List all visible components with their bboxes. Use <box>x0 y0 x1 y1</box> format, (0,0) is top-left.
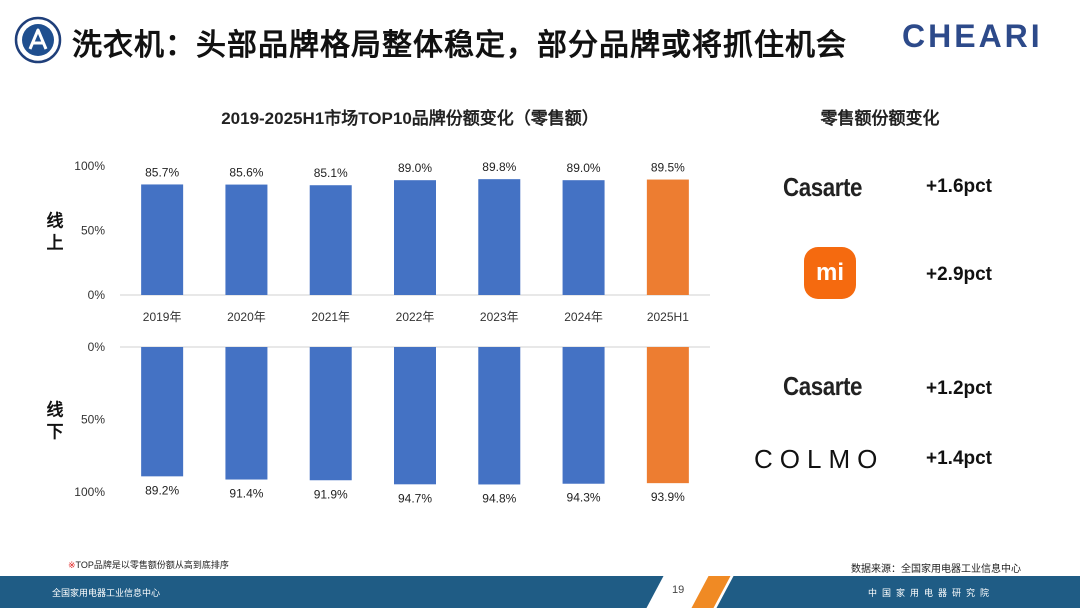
casarte-wordmark: Casarte <box>783 172 863 202</box>
x-tick-label: 2019年 <box>143 310 182 324</box>
y-tick-label: 0% <box>88 340 106 354</box>
panel-label: 上 <box>47 234 64 253</box>
y-tick-label: 50% <box>81 413 105 427</box>
online-xiaomi-change: +2.9pct <box>926 264 993 285</box>
data-label: 91.4% <box>229 487 263 501</box>
bar <box>225 347 268 480</box>
bar <box>646 179 689 295</box>
data-label: 91.9% <box>314 487 348 501</box>
footer-left-text: 全国家用电器工业信息中心 <box>52 589 161 599</box>
bar <box>309 185 352 295</box>
y-tick-label: 100% <box>74 485 105 499</box>
comparison-title: 零售额份额变化 <box>820 109 940 128</box>
bar <box>394 347 436 485</box>
data-label: 89.2% <box>145 483 179 497</box>
data-label: 85.1% <box>314 166 348 180</box>
bar <box>141 184 184 295</box>
colmo-wordmark: COLMO <box>754 444 885 474</box>
bar <box>478 179 521 295</box>
y-tick-label: 100% <box>74 159 105 173</box>
footnote: ※TOP品牌是以零售额份额从高到底排序 <box>68 558 229 571</box>
data-label: 94.7% <box>398 491 432 505</box>
data-label: 89.0% <box>398 161 432 175</box>
offline-casarte-change: +1.2pct <box>926 378 993 399</box>
x-tick-label: 2021年 <box>311 310 350 324</box>
bar <box>394 180 436 295</box>
data-label: 85.7% <box>145 165 179 179</box>
footer-right-text: 中国家用电器研究院 <box>868 589 995 599</box>
xiaomi-logo-icon: mi <box>804 247 856 299</box>
data-label: 89.5% <box>651 161 685 175</box>
page-number: 19 <box>672 584 685 596</box>
bar <box>225 184 268 295</box>
footnote-mark: ※ <box>68 560 76 570</box>
data-label: 94.8% <box>482 491 516 505</box>
bar <box>478 347 521 485</box>
x-tick-label: 2023年 <box>480 310 519 324</box>
panel-label: 线 <box>47 400 64 420</box>
panel-label: 下 <box>47 423 64 442</box>
bar <box>141 347 184 477</box>
xiaomi-logo-text: mi <box>815 259 844 286</box>
bar <box>562 347 605 484</box>
chart-title: 2019-2025H1市场TOP10品牌份额变化（零售额） <box>221 109 599 128</box>
x-tick-label: 2025H1 <box>647 310 689 324</box>
online-casarte-change: +1.6pct <box>926 176 993 197</box>
data-label: 93.9% <box>651 490 685 504</box>
page-title: 洗衣机：头部品牌格局整体稳定，部分品牌或将抓住机会 <box>72 29 847 62</box>
institute-emblem-icon <box>14 16 62 64</box>
brand-logo: CHEARI <box>902 18 1043 54</box>
casarte-wordmark: Casarte <box>783 371 863 401</box>
data-label: 89.0% <box>567 161 601 175</box>
bar <box>646 347 689 484</box>
data-label: 89.8% <box>482 160 516 174</box>
x-tick-label: 2024年 <box>564 310 603 324</box>
y-tick-label: 0% <box>88 288 106 302</box>
bar <box>309 347 352 481</box>
data-label: 94.3% <box>567 491 601 505</box>
data-source: 数据来源：全国家用电器工业信息中心 <box>851 564 1021 575</box>
x-tick-label: 2022年 <box>396 310 435 324</box>
offline-colmo-change: +1.4pct <box>926 448 993 469</box>
data-label: 85.6% <box>229 166 263 180</box>
y-tick-label: 50% <box>81 224 105 238</box>
panel-label: 线 <box>47 211 64 231</box>
bar <box>562 180 605 295</box>
footer-bar <box>0 576 1080 608</box>
footnote-text: TOP品牌是以零售额份额从高到底排序 <box>75 560 229 570</box>
x-tick-label: 2020年 <box>227 310 266 324</box>
